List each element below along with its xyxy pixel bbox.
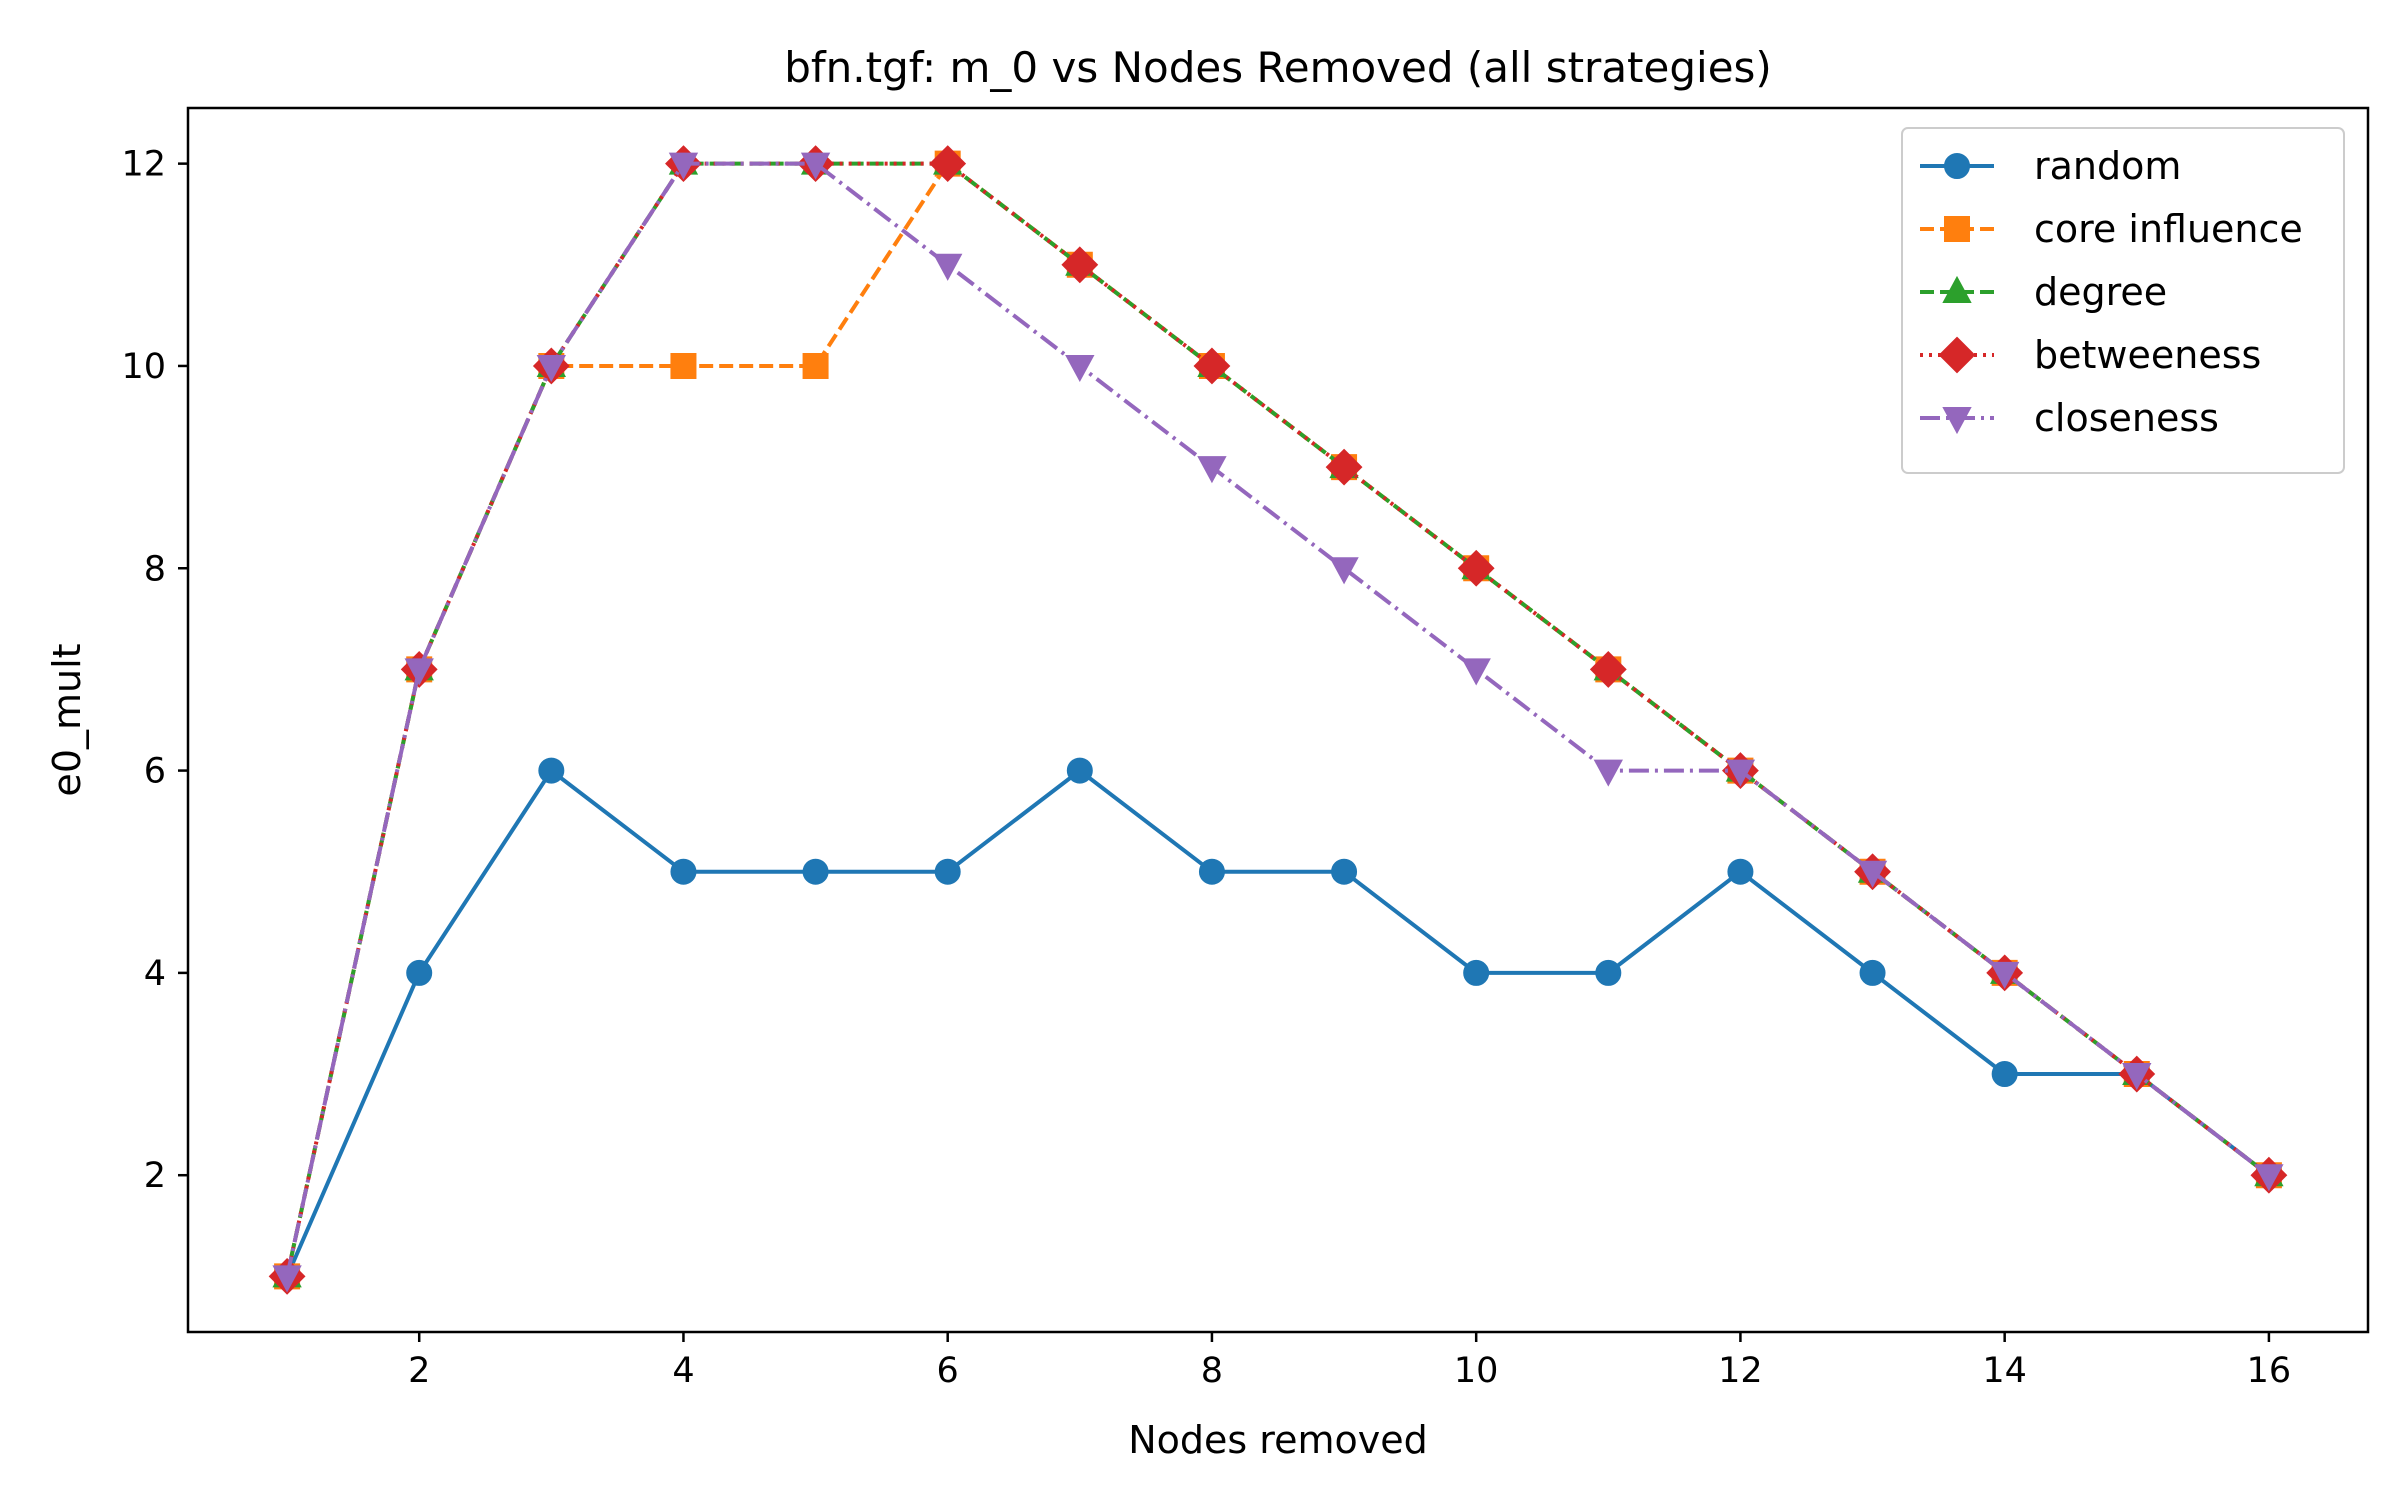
legend-item-core-influence: core influence bbox=[1920, 207, 2303, 251]
series-line-closeness bbox=[285, 161, 2271, 1277]
data-point-closeness-8 bbox=[1197, 456, 1227, 484]
data-point-random-11 bbox=[1595, 959, 1622, 986]
x-tick-label-6: 6 bbox=[937, 1351, 959, 1391]
axes-layer: 2 4 6 8 10 12 14 16 2 4 6 8 10 12 bbox=[121, 106, 2370, 1391]
data-point-random-9 bbox=[1331, 858, 1358, 885]
data-point-random-10 bbox=[1463, 959, 1490, 986]
plot-frame bbox=[186, 106, 2370, 1334]
legend-marker-random bbox=[1944, 153, 1970, 179]
x-tick-label-16: 16 bbox=[2247, 1351, 2292, 1391]
data-point-random-7 bbox=[1066, 757, 1093, 784]
x-tick-label-10: 10 bbox=[1454, 1351, 1499, 1391]
data-point-random-12 bbox=[1727, 858, 1754, 885]
data-point-betweeness-10 bbox=[1457, 549, 1495, 587]
y-tick-label-6: 6 bbox=[144, 752, 166, 792]
data-point-random-6 bbox=[934, 858, 961, 885]
data-point-betweeness-8 bbox=[1193, 347, 1231, 385]
data-point-random-5 bbox=[802, 858, 829, 885]
legend-item-betweeness: betweeness bbox=[1920, 333, 2261, 377]
x-tick-label-14: 14 bbox=[1982, 1351, 2027, 1391]
series-line-random bbox=[285, 768, 2271, 1278]
data-point-random-2 bbox=[406, 959, 433, 986]
data-point-closeness-10 bbox=[1461, 658, 1491, 686]
data-point-closeness-1 bbox=[272, 1265, 302, 1293]
data-point-closeness-6 bbox=[933, 253, 963, 281]
chart-title: bfn.tgf: m_0 vs Nodes Removed (all strat… bbox=[784, 43, 1772, 92]
data-point-random-14 bbox=[1991, 1061, 2018, 1088]
legend-item-random: random bbox=[1920, 144, 2181, 188]
legend-marker-betweeness bbox=[1938, 336, 1976, 374]
y-tick-label-8: 8 bbox=[144, 549, 166, 589]
data-point-core-influence-5 bbox=[802, 352, 829, 379]
series-closeness bbox=[272, 152, 2284, 1293]
data-point-closeness-5 bbox=[800, 152, 831, 180]
series-layer bbox=[268, 145, 2288, 1295]
data-point-closeness-15 bbox=[2122, 1063, 2152, 1091]
legend-label-betweeness: betweeness bbox=[2034, 333, 2261, 377]
legend-marker-degree bbox=[1942, 275, 1972, 303]
x-tick-label-2: 2 bbox=[408, 1351, 430, 1391]
series-line-betweeness bbox=[285, 161, 2271, 1277]
data-point-betweeness-9 bbox=[1325, 448, 1363, 486]
data-point-closeness-12 bbox=[1725, 759, 1756, 787]
x-tick-label-12: 12 bbox=[1718, 1351, 1763, 1391]
y-tick-label-2: 2 bbox=[144, 1156, 166, 1196]
data-point-betweeness-6 bbox=[929, 145, 967, 183]
legend-item-closeness: closeness bbox=[1920, 396, 2219, 440]
data-point-closeness-4 bbox=[668, 152, 699, 180]
data-point-random-13 bbox=[1859, 959, 1886, 986]
data-point-betweeness-11 bbox=[1589, 651, 1627, 688]
y-tick-label-12: 12 bbox=[121, 145, 166, 185]
legend-marker-closeness bbox=[1942, 407, 1972, 435]
x-tick-label-4: 4 bbox=[672, 1351, 694, 1391]
legend-label-closeness: closeness bbox=[2034, 396, 2219, 440]
data-point-core-influence-4 bbox=[670, 352, 697, 379]
legend-box bbox=[1901, 127, 2345, 474]
data-point-random-3 bbox=[538, 757, 565, 784]
data-point-closeness-7 bbox=[1065, 354, 1095, 383]
legend: random core influence degree betweeness clos… bbox=[1901, 127, 2345, 474]
legend-marker-core-influence bbox=[1944, 216, 1970, 242]
legend-label-degree: degree bbox=[2034, 270, 2167, 314]
data-point-closeness-2 bbox=[404, 658, 434, 686]
legend-label-core-influence: core influence bbox=[2034, 207, 2303, 251]
data-point-random-8 bbox=[1198, 858, 1225, 885]
legend-item-degree: degree bbox=[1920, 270, 2167, 314]
data-point-closeness-3 bbox=[536, 354, 567, 383]
data-point-closeness-11 bbox=[1593, 759, 1623, 787]
data-point-closeness-9 bbox=[1329, 557, 1359, 585]
series-random bbox=[274, 757, 2282, 1290]
legend-label-random: random bbox=[2034, 144, 2181, 188]
data-point-closeness-16 bbox=[2254, 1164, 2284, 1192]
x-tick-label-8: 8 bbox=[1201, 1351, 1223, 1391]
y-axis-label: e0_mult bbox=[45, 643, 89, 796]
y-tick-label-10: 10 bbox=[121, 347, 166, 387]
data-point-random-4 bbox=[670, 858, 697, 885]
y-tick-label-4: 4 bbox=[144, 954, 166, 994]
data-point-closeness-14 bbox=[1989, 961, 2020, 989]
data-point-betweeness-7 bbox=[1061, 246, 1099, 284]
x-axis-label: Nodes removed bbox=[1128, 1418, 1427, 1462]
data-point-closeness-13 bbox=[1857, 860, 1888, 888]
